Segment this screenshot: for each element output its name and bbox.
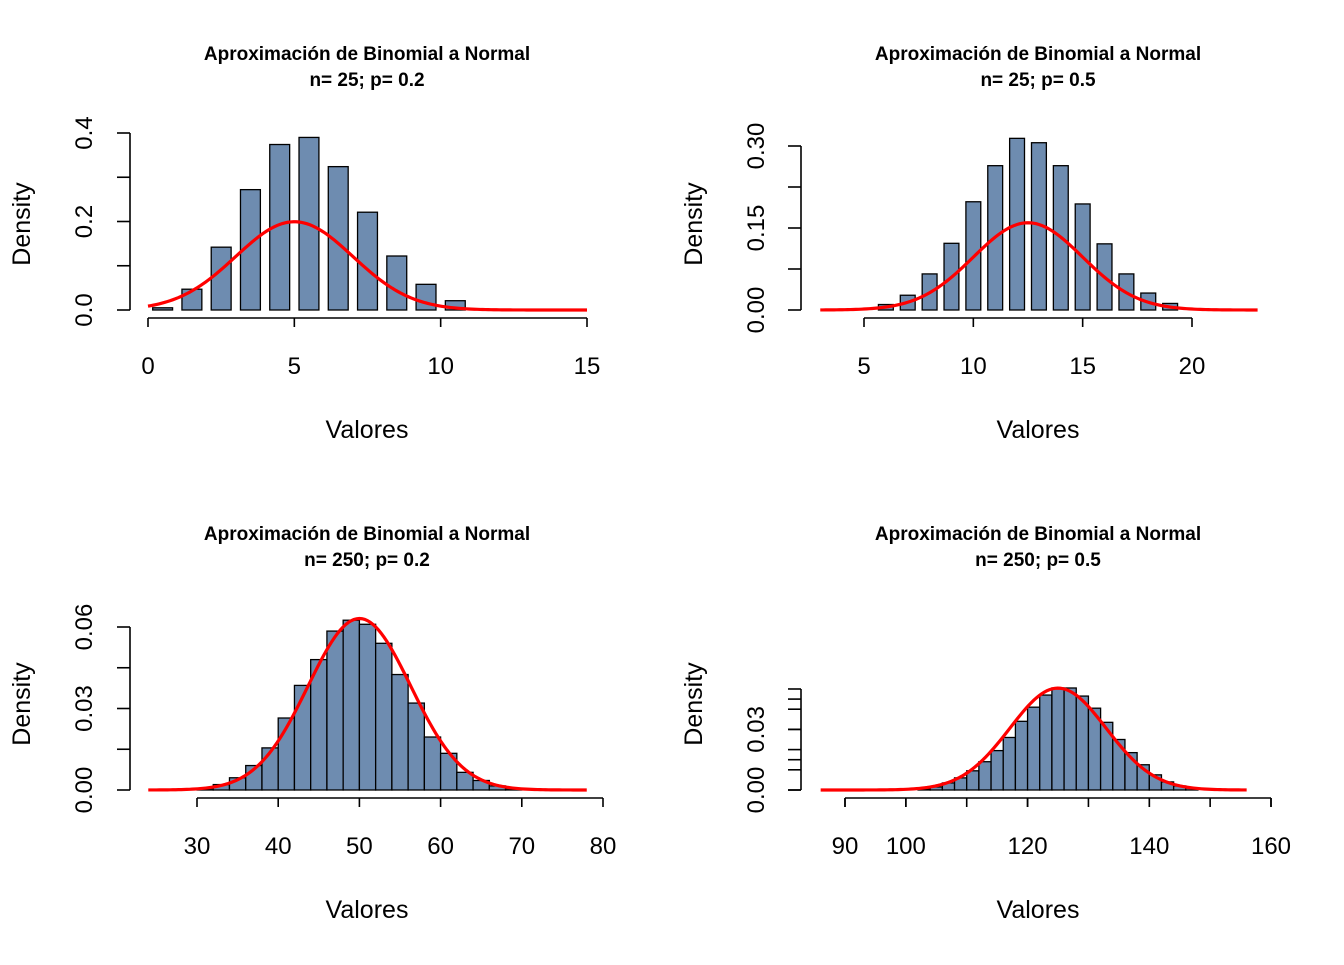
x-tick-label: 90 bbox=[832, 833, 859, 860]
x-tick-label: 15 bbox=[1069, 353, 1096, 380]
x-axis-label: Valores bbox=[326, 896, 409, 924]
x-tick-label: 5 bbox=[857, 353, 870, 380]
histogram-bar bbox=[358, 623, 377, 791]
x-axis-label: Valores bbox=[997, 896, 1080, 924]
histogram-bar bbox=[327, 165, 349, 311]
panel-3: Aproximación de Binomial a Normal n= 250;… bbox=[8, 524, 616, 924]
chart-title: Aproximación de Binomial a Normal bbox=[875, 524, 1201, 545]
y-tick-label: 0.0 bbox=[71, 293, 98, 326]
y-axis-label: Density bbox=[8, 662, 36, 746]
x-tick-label: 20 bbox=[1179, 353, 1206, 380]
panel-2: Aproximación de Binomial a Normal n= 25; … bbox=[680, 44, 1258, 444]
panel-1: Aproximación de Binomial a Normal n= 25; … bbox=[8, 44, 600, 444]
chart-title: Aproximación de Binomial a Normal bbox=[204, 524, 530, 545]
x-tick-label: 0 bbox=[141, 353, 154, 380]
x-tick-label: 15 bbox=[574, 353, 601, 380]
histogram-bar bbox=[1063, 687, 1077, 791]
x-axis-label: Valores bbox=[997, 416, 1080, 444]
histogram-bar bbox=[391, 673, 409, 791]
y-tick-label: 0.00 bbox=[743, 767, 770, 814]
chart-subtitle: n= 25; p= 0.5 bbox=[980, 70, 1096, 91]
normal-curve bbox=[148, 616, 587, 792]
histogram-bar bbox=[1002, 736, 1017, 791]
normal-curve bbox=[820, 221, 1258, 312]
y-tick-label: 0.15 bbox=[743, 205, 770, 252]
y-axis-label: Density bbox=[8, 182, 36, 266]
y-tick-label: 0.2 bbox=[71, 205, 98, 238]
x-tick-label: 30 bbox=[184, 833, 211, 860]
y-tick-label: 0.06 bbox=[71, 604, 98, 651]
histogram-bar bbox=[1051, 687, 1065, 791]
histogram-bar bbox=[152, 307, 174, 311]
y-tick-label: 0.30 bbox=[743, 123, 770, 170]
panel-4: Aproximación de Binomial a Normal n= 250;… bbox=[680, 524, 1291, 924]
histogram-bar bbox=[1039, 694, 1053, 791]
histogram-bar bbox=[356, 211, 379, 311]
x-tick-label: 70 bbox=[508, 833, 535, 860]
histogram-bar bbox=[990, 749, 1004, 791]
y-tick-label: 0.03 bbox=[743, 706, 770, 753]
x-tick-label: 60 bbox=[427, 833, 454, 860]
histogram-bar bbox=[293, 684, 312, 791]
y-tick-label: 0.03 bbox=[71, 685, 98, 732]
x-tick-label: 80 bbox=[590, 833, 617, 860]
x-tick-label: 160 bbox=[1251, 833, 1291, 860]
x-tick-label: 120 bbox=[1008, 833, 1048, 860]
x-tick-label: 140 bbox=[1129, 833, 1169, 860]
y-tick-label: 0.00 bbox=[71, 767, 98, 814]
normal-curve bbox=[147, 220, 587, 312]
x-tick-label: 10 bbox=[960, 353, 987, 380]
x-axis-label: Valores bbox=[326, 416, 409, 444]
chart-title: Aproximación de Binomial a Normal bbox=[875, 44, 1201, 65]
chart-title: Aproximación de Binomial a Normal bbox=[204, 44, 530, 65]
y-tick-label: 0.00 bbox=[743, 287, 770, 334]
x-tick-label: 10 bbox=[427, 353, 454, 380]
histogram-bar bbox=[326, 630, 344, 791]
chart-subtitle: n= 250; p= 0.5 bbox=[975, 550, 1101, 571]
histogram-bar bbox=[210, 246, 232, 311]
histogram-bar bbox=[1075, 695, 1090, 791]
histogram-bar bbox=[386, 255, 408, 311]
chart-subtitle: n= 250; p= 0.2 bbox=[304, 550, 430, 571]
x-tick-label: 40 bbox=[265, 833, 292, 860]
x-tick-label: 5 bbox=[288, 353, 301, 380]
histogram-bar bbox=[374, 642, 393, 791]
x-tick-label: 100 bbox=[886, 833, 926, 860]
chart-subtitle: n= 25; p= 0.2 bbox=[309, 70, 424, 91]
y-axis-label: Density bbox=[680, 662, 708, 746]
y-axis-label: Density bbox=[680, 182, 708, 266]
y-tick-label: 0.4 bbox=[71, 116, 98, 149]
normal-curve bbox=[820, 686, 1247, 792]
x-tick-label: 50 bbox=[346, 833, 373, 860]
histogram-bar bbox=[1026, 706, 1041, 791]
histogram-bar bbox=[423, 736, 442, 791]
histogram-bar bbox=[978, 761, 992, 791]
histogram-bar bbox=[239, 188, 262, 311]
histogram-bar bbox=[342, 619, 361, 791]
histogram-bar bbox=[1014, 720, 1029, 791]
histogram-bar bbox=[407, 702, 426, 791]
histogram-bar bbox=[269, 143, 291, 311]
